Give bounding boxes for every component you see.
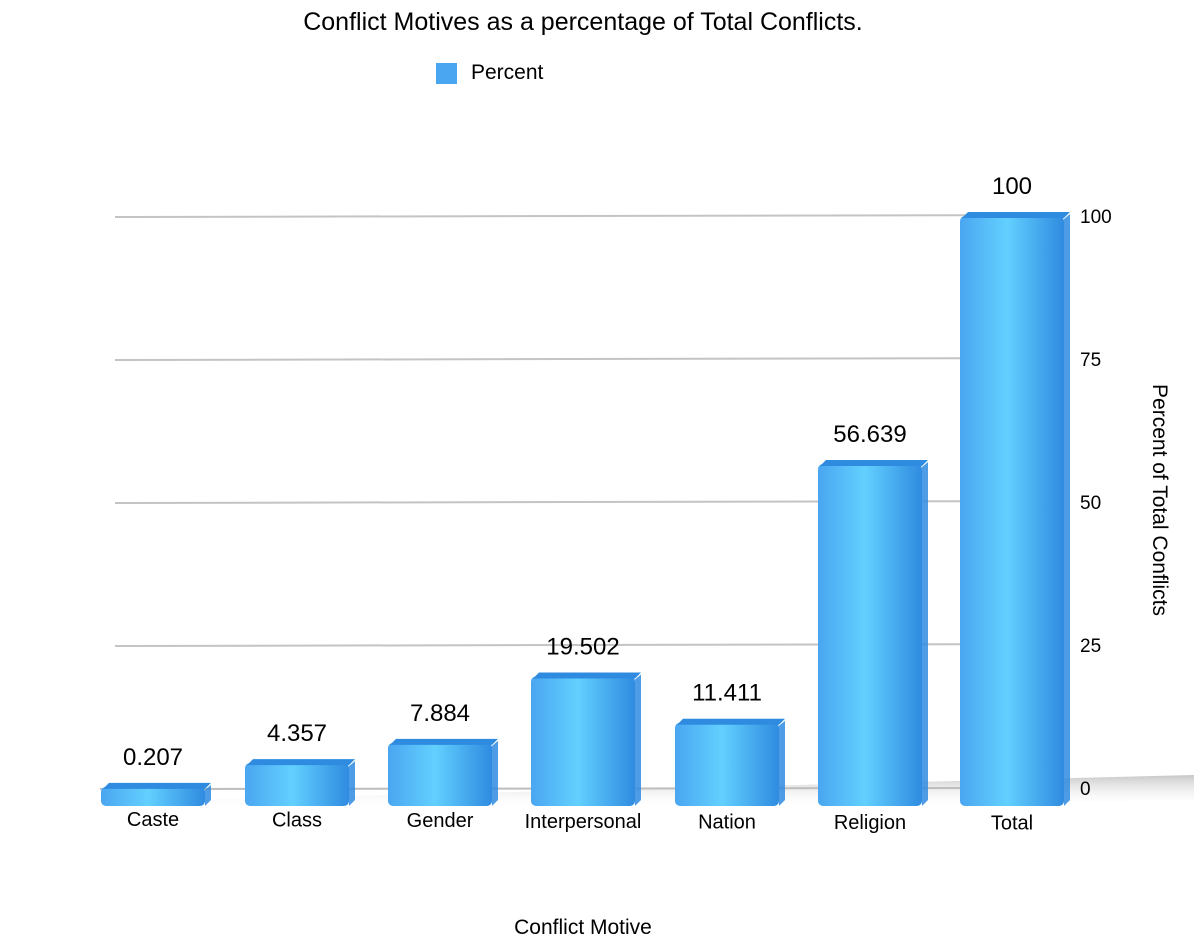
x-tick-label: Total (991, 813, 1033, 835)
y-tick-label: 25 (1080, 636, 1101, 657)
gridlines (114, 214, 1063, 647)
legend-swatch (436, 62, 457, 84)
bar (960, 212, 1070, 806)
y-tick-label: 100 (1080, 207, 1112, 228)
bar-side (492, 740, 498, 806)
data-label: 7.884 (410, 700, 470, 727)
data-label: 19.502 (546, 633, 619, 660)
bar-front (531, 676, 635, 806)
x-tick-label: Caste (127, 809, 179, 831)
bar-top (103, 782, 211, 789)
bar-side (349, 761, 355, 806)
gridline (114, 214, 1063, 218)
data-labels: 0.207 4.357 7.884 19.502 11.411 56.639 100 (123, 173, 1032, 771)
bar-top (390, 738, 498, 745)
x-axis-title: Conflict Motive (514, 916, 652, 939)
chart-title: Conflict Motives as a percentage of Tota… (303, 8, 863, 36)
legend: Percent (436, 60, 543, 86)
x-tick-label: Interpersonal (525, 811, 642, 833)
bar (531, 672, 641, 806)
y-axis-title: Percent of Total Conflicts (1148, 384, 1171, 616)
bar-side (635, 674, 641, 806)
data-label: 0.207 (123, 744, 183, 771)
y-tick-label: 75 (1080, 350, 1101, 371)
y-axis-ticks: 0 25 50 75 100 (1080, 207, 1112, 800)
bar-side (779, 720, 785, 806)
bar-side (1064, 214, 1070, 806)
bar-side (205, 784, 211, 806)
bar-top (820, 460, 928, 467)
x-tick-label: Class (272, 810, 322, 832)
gridline (114, 357, 1063, 361)
data-label: 56.639 (833, 421, 906, 448)
bar (101, 782, 211, 806)
bar-front (388, 742, 492, 806)
y-tick-label: 50 (1080, 493, 1101, 514)
bar (245, 759, 355, 806)
data-label: 11.411 (692, 680, 762, 707)
bars (101, 212, 1070, 806)
bar-top (677, 718, 785, 725)
data-label: 4.357 (267, 720, 327, 747)
bar-front (675, 722, 779, 806)
x-axis-ticks: Caste Class Gender Interpersonal Nation Relig… (127, 809, 1033, 835)
legend-label: Percent (471, 61, 544, 84)
x-tick-label: Religion (834, 812, 906, 834)
bar-front (245, 763, 349, 806)
bar-side (922, 462, 928, 806)
y-tick-label: 0 (1080, 779, 1091, 800)
x-tick-label: Gender (407, 810, 474, 832)
bar-top (247, 759, 355, 766)
bar-front (818, 464, 922, 806)
bar (818, 460, 928, 806)
bar (388, 738, 498, 806)
bar-front (101, 786, 205, 806)
bar-top (962, 212, 1070, 218)
data-label: 100 (992, 173, 1032, 200)
bar-front (960, 216, 1064, 806)
bar-top (533, 672, 641, 679)
bar (675, 718, 785, 806)
x-tick-label: Nation (698, 811, 756, 833)
